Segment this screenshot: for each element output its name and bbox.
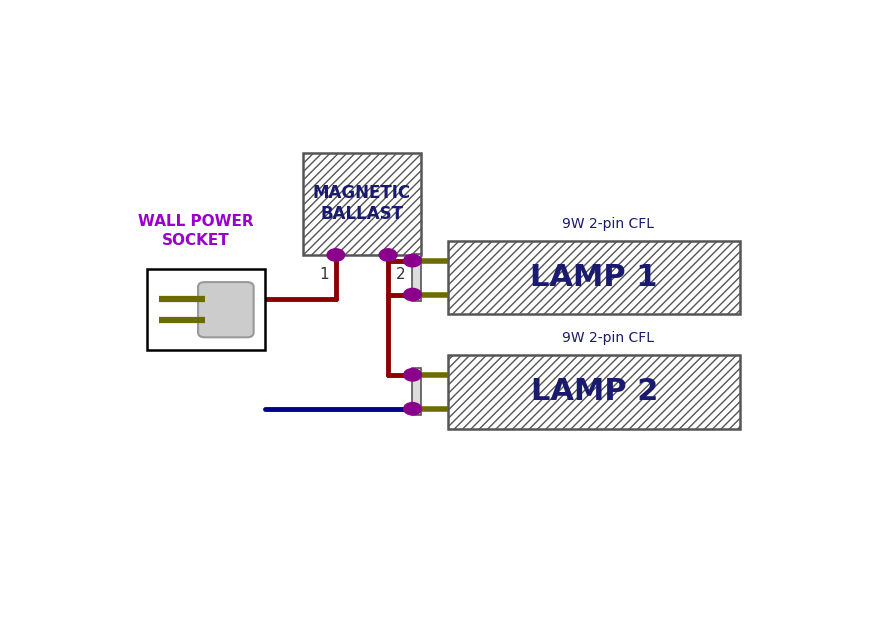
Text: 9W 2-pin CFL: 9W 2-pin CFL bbox=[562, 331, 654, 345]
Text: LAMP 1: LAMP 1 bbox=[530, 263, 658, 292]
Circle shape bbox=[403, 402, 422, 415]
Bar bbox=[412, 254, 421, 301]
FancyBboxPatch shape bbox=[198, 282, 254, 337]
Text: 9W 2-pin CFL: 9W 2-pin CFL bbox=[562, 217, 654, 231]
Circle shape bbox=[327, 249, 345, 261]
Text: LAMP 2: LAMP 2 bbox=[530, 378, 658, 406]
Text: MAGNETIC
BALLAST: MAGNETIC BALLAST bbox=[313, 184, 411, 223]
Circle shape bbox=[403, 289, 422, 301]
Text: 1: 1 bbox=[318, 267, 328, 282]
Text: 2: 2 bbox=[396, 267, 405, 282]
Bar bbox=[412, 368, 421, 415]
Circle shape bbox=[379, 249, 397, 261]
Bar bbox=[449, 355, 740, 429]
Bar bbox=[449, 240, 740, 315]
Circle shape bbox=[403, 255, 422, 267]
Bar bbox=[303, 153, 422, 255]
Bar bbox=[147, 269, 265, 350]
Circle shape bbox=[403, 369, 422, 381]
Text: WALL POWER
SOCKET: WALL POWER SOCKET bbox=[138, 214, 254, 248]
